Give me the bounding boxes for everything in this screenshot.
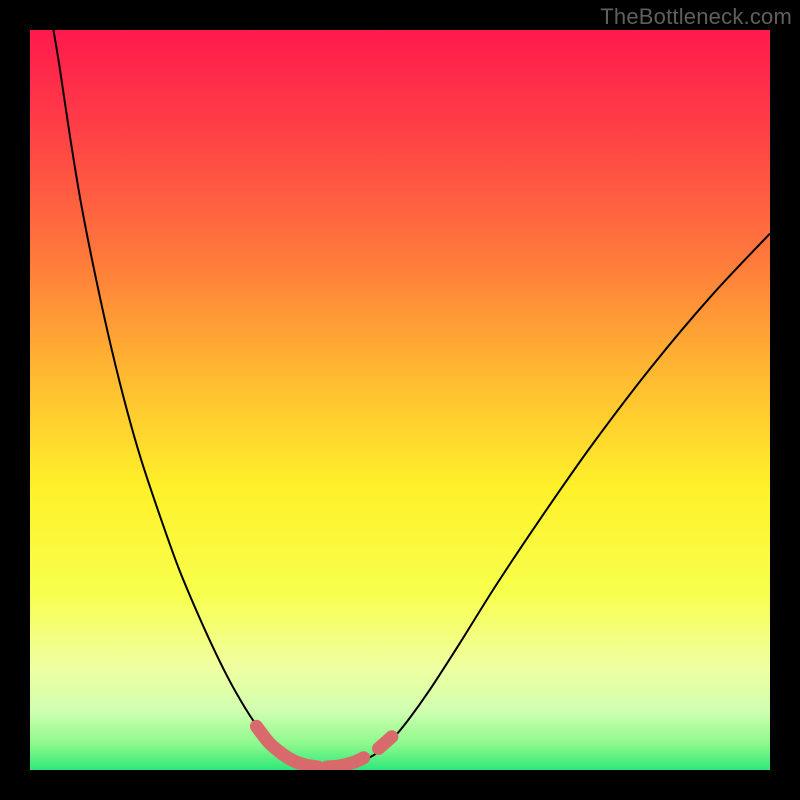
chart-plot-area [30, 30, 770, 770]
watermark-text: TheBottleneck.com [600, 4, 792, 30]
chart-background [30, 30, 770, 770]
chart-svg [30, 30, 770, 770]
overlay-segment [379, 737, 392, 749]
